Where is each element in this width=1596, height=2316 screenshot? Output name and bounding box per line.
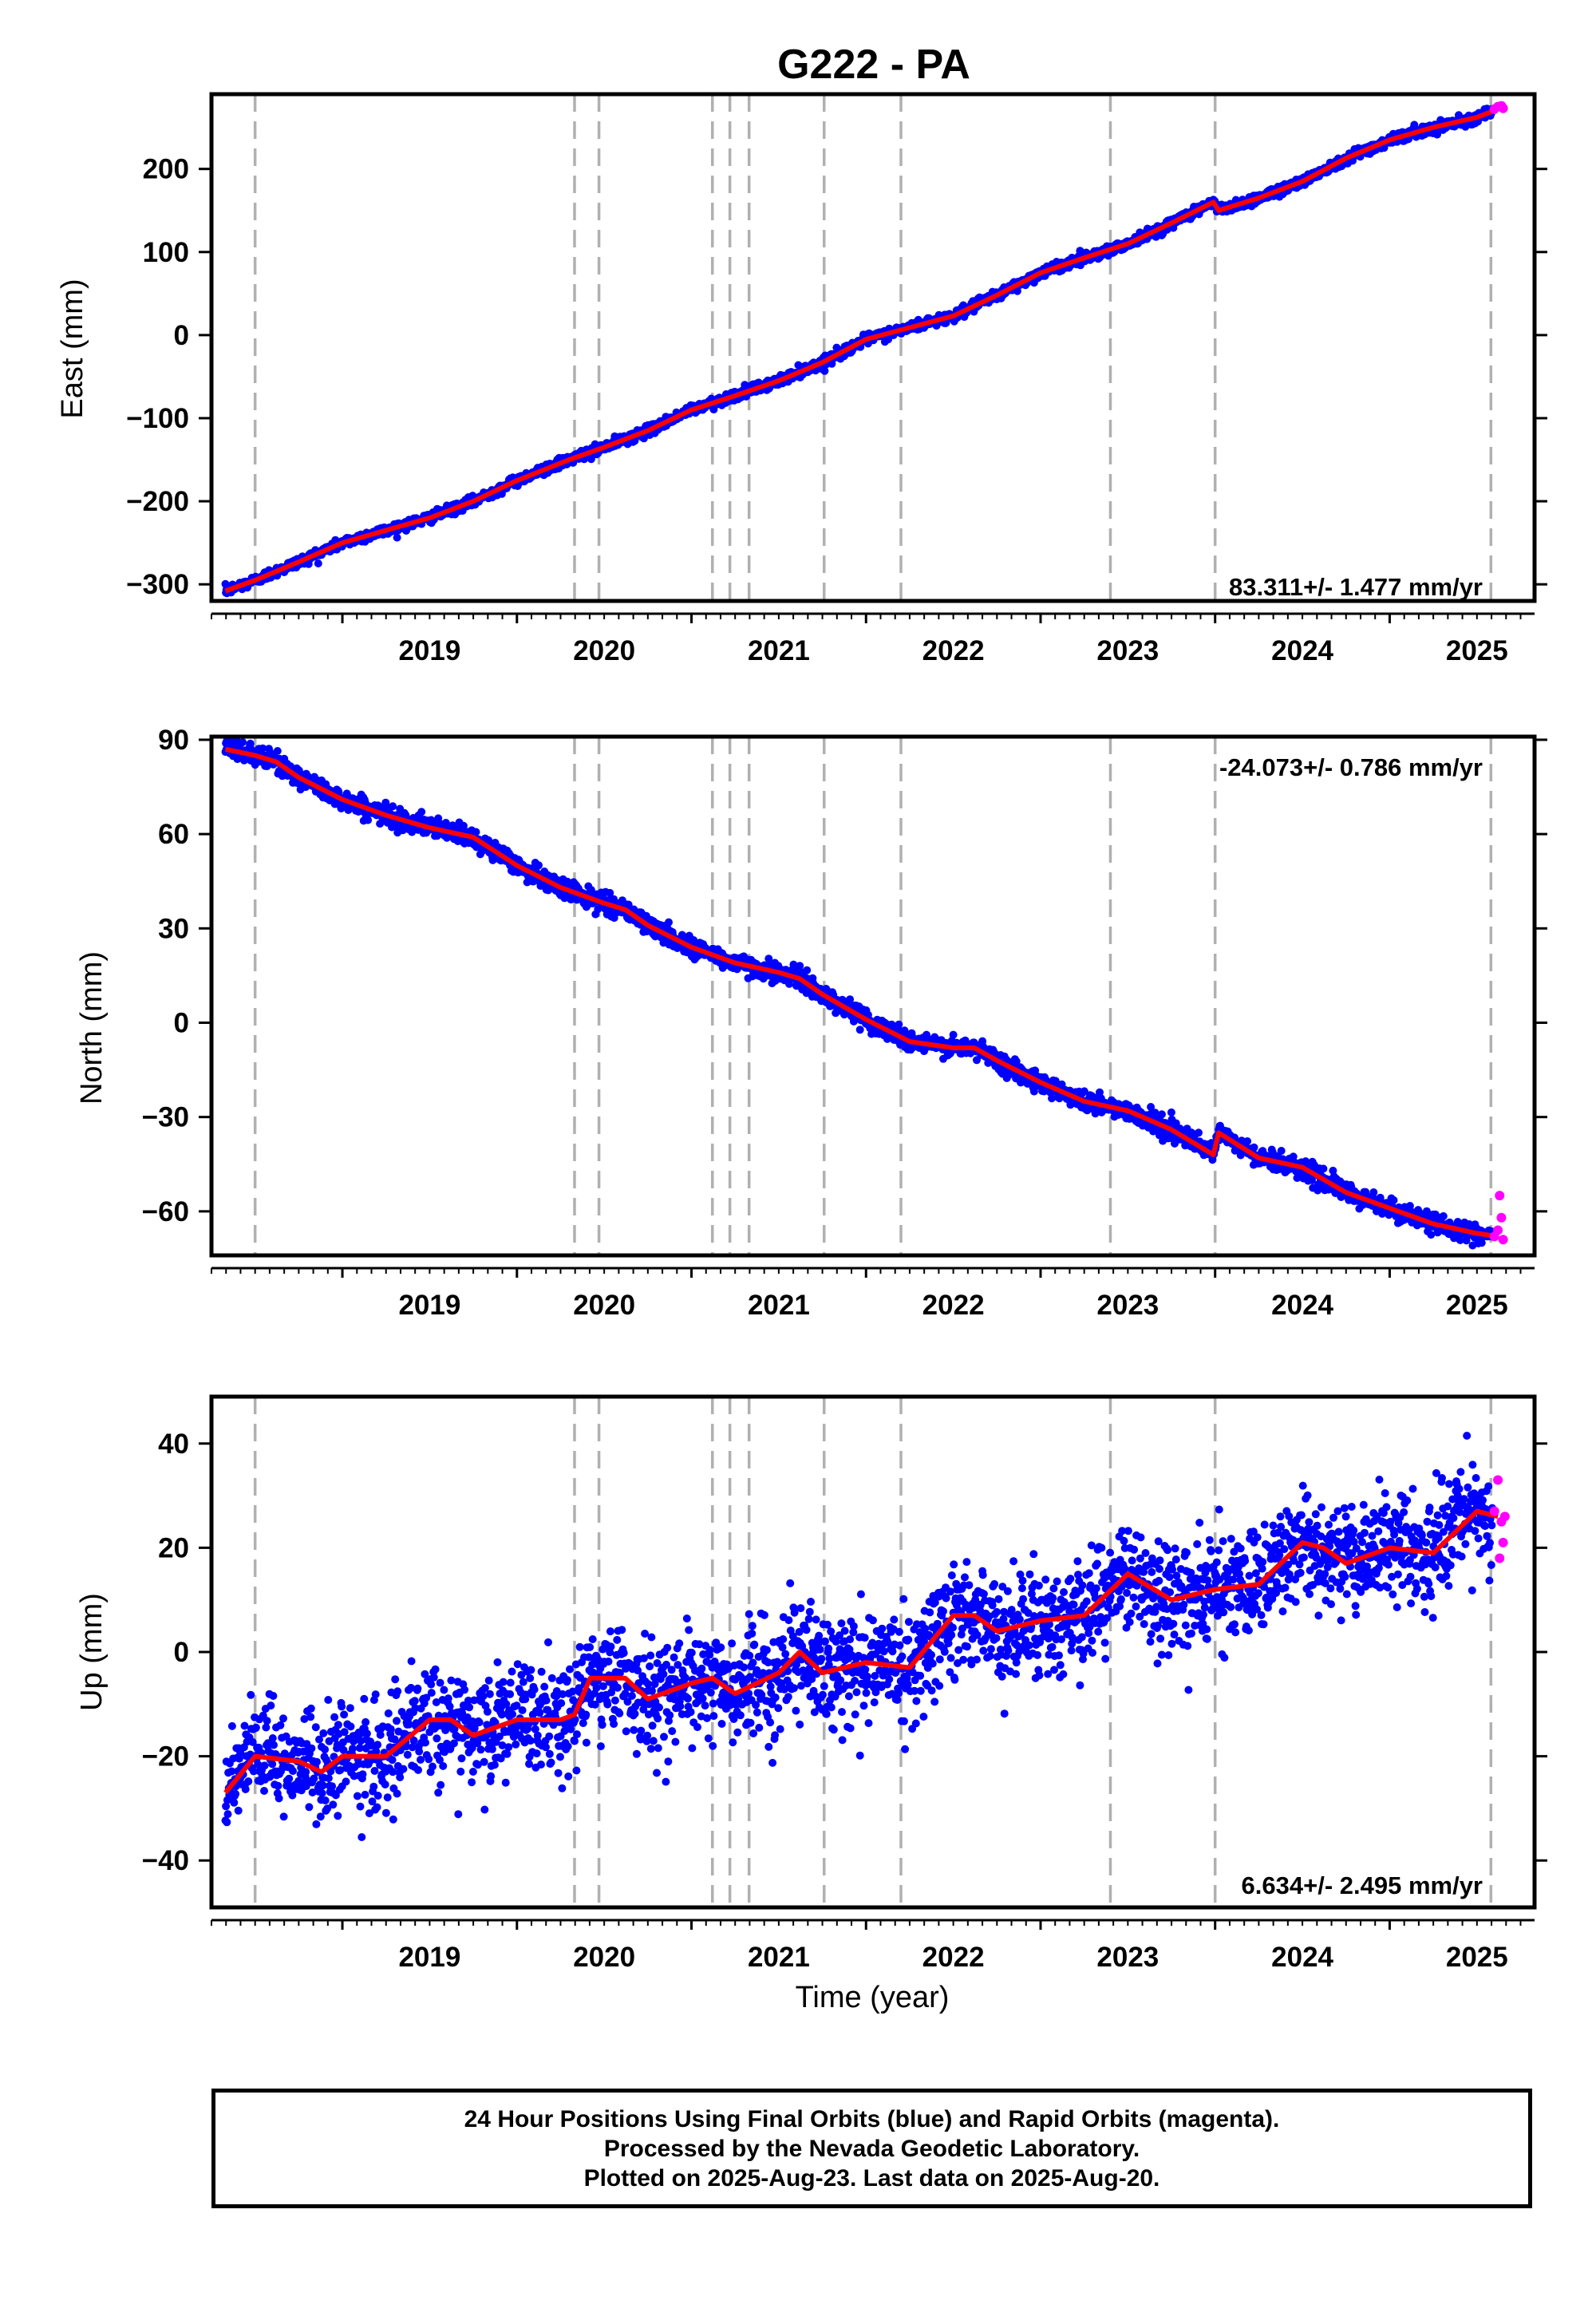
data-point (949, 1030, 958, 1039)
data-point (1167, 1108, 1175, 1117)
data-point (624, 900, 633, 909)
y-tick-label: −200 (126, 486, 189, 517)
data-point (803, 966, 812, 974)
y-tick-label: 100 (143, 237, 189, 268)
x-tick-label: 2019 (398, 635, 460, 666)
data-point (535, 861, 543, 870)
data-point (665, 918, 673, 927)
data-point (1080, 1087, 1088, 1096)
data-point (259, 744, 267, 753)
data-point (1195, 1128, 1203, 1137)
data-point (294, 766, 303, 775)
panel-up: Up (mm) 6.634+/- 2.495 mm/yr (75, 1593, 1483, 1899)
data-point (764, 954, 773, 963)
plot-area-east: 200 100 0 −100 −200 −300 2019 2020 2021 2022 2023 2… (126, 92, 1547, 666)
data-point (314, 559, 322, 567)
data-point (1048, 1094, 1056, 1103)
velocity-label-north: -24.073+/- 0.786 mm/yr (1219, 753, 1483, 781)
plot-contents-north (221, 737, 1508, 1255)
data-point (796, 962, 804, 970)
x-tick-label: 2020 (573, 635, 635, 666)
x-tick-label: 2023 (1096, 635, 1159, 666)
data-points-final-north (221, 737, 1496, 1250)
panel-north: North (mm) -24.073+/- 0.786 mm/yr (75, 753, 1483, 1105)
data-point (610, 914, 618, 923)
data-point (1157, 1110, 1166, 1119)
model-line-east (224, 106, 1499, 594)
data-point (472, 828, 480, 836)
data-point (389, 802, 397, 811)
chart-title: G222 - PA (777, 41, 970, 88)
data-point (1243, 1137, 1252, 1145)
data-point (846, 995, 855, 1004)
data-point (1012, 1057, 1021, 1065)
data-point (1096, 1088, 1104, 1097)
y-tick-label: 200 (143, 154, 189, 185)
data-points-rapid-east (1489, 101, 1508, 114)
data-point (239, 738, 247, 746)
data-point (1250, 1143, 1258, 1152)
data-point (855, 1026, 864, 1034)
data-point (393, 533, 401, 542)
panel-east: East (mm) 83.311+/- 1.477 mm/yr (56, 279, 1483, 601)
y-axis-label-north: North (mm) (75, 951, 109, 1105)
data-point (587, 886, 595, 895)
data-point (606, 888, 614, 897)
y-tick-label: −300 (126, 569, 189, 600)
data-point (1013, 287, 1021, 295)
rapid-point (1498, 103, 1508, 113)
data-point (246, 739, 255, 748)
x-axis-label: Time (year) (796, 1981, 950, 2014)
data-point (459, 821, 468, 830)
velocity-label-east: 83.311+/- 1.477 mm/yr (1229, 573, 1483, 601)
y-tick-label: −100 (126, 403, 189, 434)
data-point (895, 1020, 903, 1029)
x-tick-label: 2021 (748, 635, 810, 666)
data-point (364, 816, 373, 824)
data-point (1147, 1103, 1156, 1111)
frame-east (209, 92, 1537, 603)
velocity-label-up: 6.634+/- 2.495 mm/yr (1242, 1871, 1483, 1899)
x-tick-label: 2024 (1271, 635, 1333, 666)
gps-timeseries-figure: G222 - PA East (mm) 83.311+/- 1.477 mm/y… (56, 41, 1547, 2014)
data-point (417, 808, 426, 816)
y-axis-label-up: Up (mm) (75, 1593, 109, 1711)
x-tick-label: 2025 (1446, 635, 1508, 666)
data-point (273, 747, 282, 755)
x-tick-label: 2022 (922, 635, 985, 666)
y-tick-label: 0 (174, 320, 189, 351)
plot-contents-east (221, 94, 1508, 601)
data-point (820, 366, 829, 375)
y-axis-label-east: East (mm) (56, 279, 89, 418)
